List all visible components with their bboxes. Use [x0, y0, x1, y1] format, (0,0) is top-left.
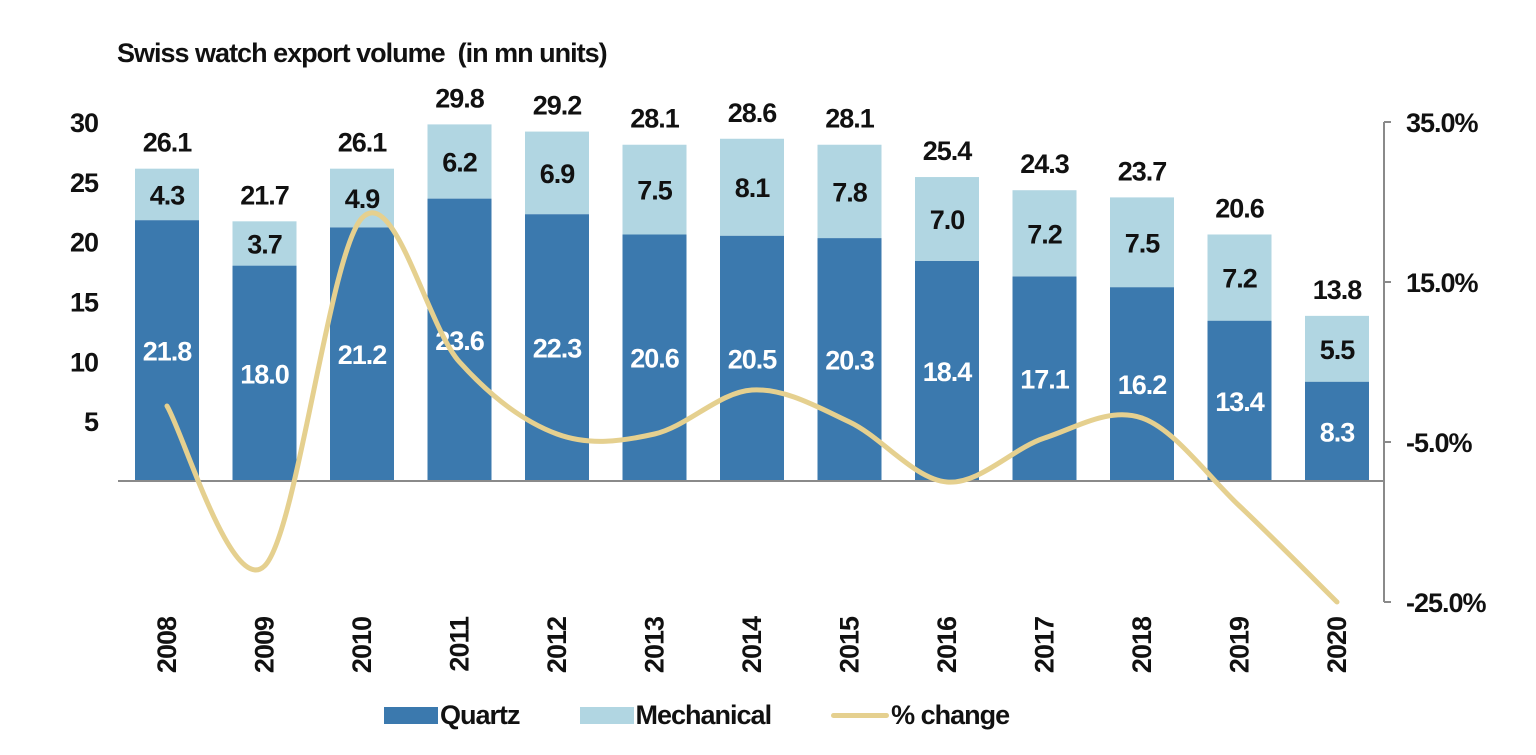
bar-quartz — [915, 260, 979, 481]
legend-swatch-mechanical — [579, 706, 634, 724]
data-label-quartz: 21.2 — [338, 340, 387, 370]
legend-item-quartz: Quartz — [384, 699, 521, 731]
data-label-quartz: 13.4 — [1215, 387, 1265, 417]
data-label-total: 28.1 — [825, 104, 875, 134]
y-right-tick-label: 35.0% — [1406, 108, 1479, 138]
data-label-quartz: 18.4 — [923, 357, 973, 387]
data-label-quartz: 22.3 — [533, 334, 583, 364]
y-left-tick-label: 20 — [70, 228, 98, 258]
bar-mechanical — [1305, 315, 1369, 382]
data-label-total: 29.8 — [435, 83, 485, 113]
data-label-mechanical: 7.5 — [637, 176, 673, 206]
x-tick-label: 2011 — [445, 616, 475, 672]
y-right-tick-label: -5.0% — [1406, 428, 1473, 458]
bar-mechanical — [1012, 190, 1077, 277]
bar-mechanical — [1207, 234, 1272, 321]
legend: Quartz Mechanical % change — [384, 698, 1069, 732]
data-label-mechanical: 6.9 — [540, 159, 576, 189]
bar-mechanical — [720, 138, 784, 236]
y-left-tick-label: 5 — [84, 407, 99, 437]
data-label-mechanical: 8.1 — [735, 173, 771, 203]
x-tick-label: 2015 — [835, 616, 865, 673]
legend-item-change: % change — [831, 699, 1010, 731]
legend-swatch-quartz — [384, 706, 438, 724]
bar-mechanical — [135, 168, 199, 221]
bar-mechanical — [232, 221, 297, 266]
legend-label-quartz: Quartz — [440, 699, 521, 730]
legend-swatch-change — [831, 712, 890, 718]
data-label-total: 20.6 — [1215, 193, 1265, 223]
data-label-mechanical: 4.3 — [150, 180, 186, 210]
x-tick-label: 2014 — [737, 616, 767, 673]
bar-mechanical — [525, 131, 589, 215]
x-tick-label: 2013 — [640, 616, 670, 673]
x-tick-label: 2012 — [542, 617, 572, 673]
bar-quartz — [427, 198, 492, 481]
data-label-quartz: 20.5 — [728, 344, 778, 374]
data-label-mechanical: 4.9 — [345, 184, 381, 214]
bar-mechanical — [1110, 197, 1174, 288]
data-label-total: 29.2 — [533, 91, 582, 121]
legend-item-mechanical: Mechanical — [579, 699, 773, 731]
bar-mechanical — [915, 177, 979, 261]
data-label-quartz: 8.3 — [1320, 417, 1356, 447]
x-tick-label: 2020 — [1322, 617, 1352, 673]
data-label-total: 13.8 — [1313, 275, 1363, 305]
data-label-total: 26.1 — [338, 128, 388, 158]
data-label-mechanical: 7.8 — [832, 177, 868, 207]
x-tick-label: 2018 — [1127, 616, 1157, 673]
x-tick-label: 2016 — [932, 616, 962, 673]
data-label-total: 28.6 — [728, 98, 778, 128]
data-label-quartz: 20.6 — [630, 344, 680, 374]
x-tick-label: 2009 — [250, 616, 280, 673]
data-label-total: 28.1 — [630, 104, 680, 134]
data-label-total: 26.1 — [143, 128, 193, 158]
legend-label-mechanical: Mechanical — [635, 699, 773, 730]
x-tick-label: 2008 — [152, 616, 182, 673]
data-label-total: 21.7 — [240, 180, 289, 210]
x-tick-label: 2019 — [1225, 616, 1255, 673]
y-left-tick-label: 30 — [70, 108, 98, 138]
data-label-quartz: 20.3 — [825, 346, 875, 376]
bar-quartz — [817, 238, 882, 481]
y-left-tick-label: 25 — [70, 168, 99, 198]
data-label-total: 23.7 — [1118, 156, 1167, 186]
data-label-quartz: 21.8 — [143, 337, 193, 367]
bar-quartz — [1207, 320, 1272, 481]
bar-mechanical — [622, 144, 687, 235]
data-label-mechanical: 7.0 — [930, 205, 965, 235]
x-tick-label: 2010 — [347, 617, 377, 673]
y-right-tick-label: 15.0% — [1406, 268, 1479, 298]
y-left-tick-label: 10 — [70, 347, 98, 377]
legend-label-change: % change — [891, 699, 1010, 730]
data-label-total: 25.4 — [923, 136, 973, 166]
data-label-quartz: 17.1 — [1020, 365, 1070, 395]
line-change — [164, 210, 1340, 605]
data-label-mechanical: 5.5 — [1320, 335, 1356, 365]
bar-quartz — [232, 265, 297, 481]
data-label-mechanical: 7.5 — [1125, 228, 1161, 258]
data-label-quartz: 18.0 — [240, 359, 289, 389]
bar-quartz — [1110, 287, 1174, 481]
data-label-quartz: 16.2 — [1118, 370, 1167, 400]
bar-quartz — [1305, 381, 1369, 481]
bar-mechanical — [817, 144, 882, 239]
data-label-mechanical: 7.2 — [1222, 264, 1257, 294]
data-label-mechanical: 3.7 — [247, 229, 282, 259]
data-label-total: 24.3 — [1020, 149, 1070, 179]
bar-quartz — [720, 235, 784, 481]
y-left-tick-label: 15 — [70, 288, 99, 318]
data-label-mechanical: 7.2 — [1027, 219, 1062, 249]
bar-quartz — [135, 220, 199, 482]
bar-mechanical — [427, 124, 492, 199]
data-label-mechanical: 6.2 — [442, 147, 477, 177]
y-right-tick-label: -25.0% — [1406, 588, 1487, 618]
chart-title: Swiss watch export volume (in mn units) — [117, 38, 608, 68]
x-tick-label: 2017 — [1030, 617, 1060, 673]
